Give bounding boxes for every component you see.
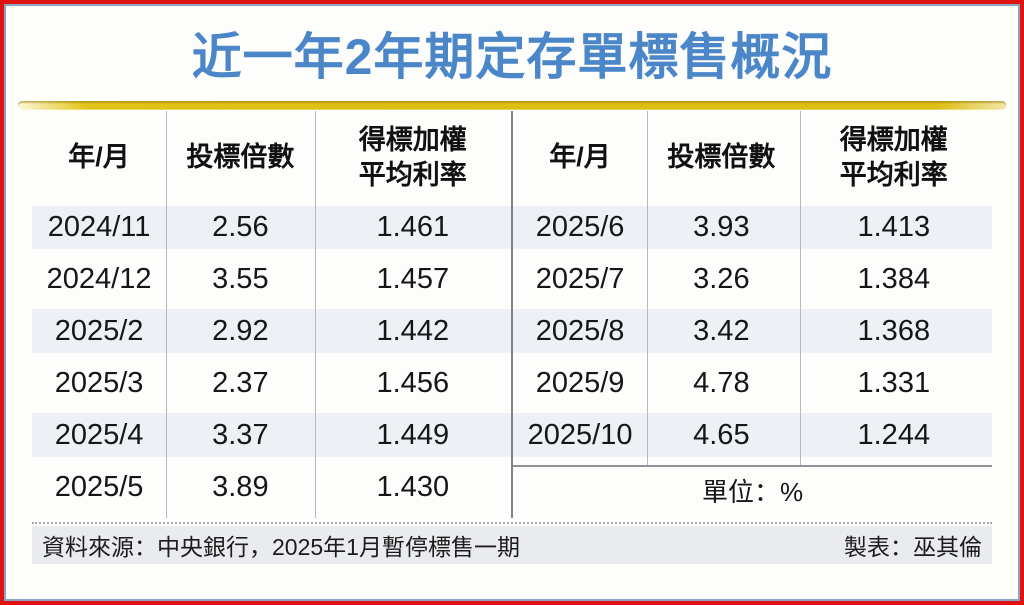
table-row: 2024/11 2.56 1.461	[32, 205, 511, 254]
cell-multiple: 2.56	[166, 205, 315, 254]
left-table-body: 2024/11 2.56 1.461 2024/12 3.55 1.457 2025/2 2.…	[32, 205, 511, 514]
cell-rate: 1.368	[795, 305, 992, 357]
cell-month: 2025/2	[32, 305, 167, 357]
cell-month: 2025/5	[54, 470, 144, 503]
cell-rate: 1.457	[376, 262, 450, 295]
col-header-year: 年/月	[68, 142, 130, 173]
table-row: 2025/10 4.65 1.244	[513, 409, 992, 461]
table-row: 2025/5 3.89 1.430	[32, 461, 511, 513]
tables-container: 年/月 投標倍數 得標加權 平均利率 2024/11 2.56 1.461 2024/…	[32, 110, 992, 518]
column-separator	[314, 110, 316, 518]
table-row: 2025/8 3.42 1.368	[513, 305, 992, 357]
cell-rate: 1.430	[376, 470, 450, 503]
footer-dotted-separator	[32, 521, 992, 524]
title-divider-bar	[18, 100, 1006, 110]
cell-month: 2025/6	[513, 205, 648, 254]
column-separator	[166, 110, 168, 518]
column-separator	[800, 110, 802, 466]
cell-month: 2024/11	[32, 205, 167, 254]
auction-table-left: 年/月 投標倍數 得標加權 平均利率 2024/11 2.56 1.461 2024/…	[32, 110, 511, 518]
cell-multiple: 3.26	[693, 262, 750, 295]
cell-month: 2025/7	[535, 262, 625, 295]
col-header-rate: 得標加權 平均利率	[358, 124, 467, 190]
cell-multiple: 2.92	[166, 305, 315, 357]
auction-table-right-grid: 年/月 投標倍數 得標加權 平均利率 2025/6 3.93 1.413 2025/7…	[513, 111, 992, 516]
header-row: 年/月 投標倍數 得標加權 平均利率	[513, 111, 992, 206]
cell-rate: 1.244	[795, 409, 992, 461]
column-separator	[647, 110, 649, 466]
table-row: 2024/12 3.55 1.457	[32, 253, 511, 305]
col-header-multiple: 投標倍數	[186, 142, 295, 173]
cell-month: 2025/4	[32, 409, 167, 461]
unit-note: 單位：%	[701, 477, 804, 507]
cell-multiple: 3.93	[647, 205, 796, 254]
unit-row: 單位：%	[513, 461, 992, 516]
cell-month: 2025/3	[54, 366, 144, 399]
cell-month: 2024/12	[46, 262, 152, 295]
cell-rate: 1.461	[314, 205, 511, 254]
unit-row-separator	[513, 464, 992, 467]
cell-multiple: 2.37	[212, 366, 269, 399]
table-row: 2025/6 3.93 1.413	[513, 205, 992, 254]
cell-multiple: 3.55	[212, 262, 269, 295]
right-table-body: 2025/6 3.93 1.413 2025/7 3.26 1.384 2025/8 3.42…	[513, 205, 992, 516]
center-table-divider	[511, 110, 513, 518]
source-note: 資料來源：中央銀行，2025年1月暫停標售一期	[42, 533, 520, 560]
cell-rate: 1.331	[857, 366, 931, 399]
auction-table-left-grid: 年/月 投標倍數 得標加權 平均利率 2024/11 2.56 1.461 2024/…	[32, 111, 511, 518]
footer-bar: 資料來源：中央銀行，2025年1月暫停標售一期 製表：巫其倫	[32, 525, 992, 564]
table-row: 2025/7 3.26 1.384	[513, 253, 992, 305]
cell-multiple: 3.37	[166, 409, 315, 461]
table-row: 2025/9 4.78 1.331	[513, 357, 992, 409]
table-row: 2025/3 2.37 1.456	[32, 357, 511, 409]
cell-rate: 1.413	[795, 205, 992, 254]
page-title: 近一年2年期定存單標售概況	[191, 29, 833, 85]
col-header-rate: 得標加權 平均利率	[839, 124, 948, 190]
table-row: 2025/4 3.37 1.449	[32, 409, 511, 461]
cell-rate: 1.442	[314, 305, 511, 357]
cell-rate: 1.456	[376, 366, 450, 399]
auction-table-right: 年/月 投標倍數 得標加權 平均利率 2025/6 3.93 1.413 2025/7…	[513, 110, 992, 518]
table-row: 2025/2 2.92 1.442	[32, 305, 511, 357]
col-header-multiple: 投標倍數	[667, 142, 776, 173]
cell-multiple: 3.89	[212, 470, 269, 503]
col-header-year: 年/月	[549, 142, 611, 173]
credit-note: 製表：巫其倫	[844, 533, 982, 560]
cell-rate: 1.384	[857, 262, 931, 295]
page-inner-frame: 近一年2年期定存單標售概況 年/月 投標倍數 得標加權 平均利率 2024/11…	[4, 4, 1020, 601]
cell-month: 2025/8	[513, 305, 648, 357]
cell-multiple: 4.78	[693, 366, 750, 399]
cell-rate: 1.449	[314, 409, 511, 461]
cell-multiple: 4.65	[647, 409, 796, 461]
cell-multiple: 3.42	[647, 305, 796, 357]
cell-month: 2025/10	[513, 409, 648, 461]
header-row: 年/月 投標倍數 得標加權 平均利率	[32, 111, 511, 206]
cell-month: 2025/9	[535, 366, 625, 399]
